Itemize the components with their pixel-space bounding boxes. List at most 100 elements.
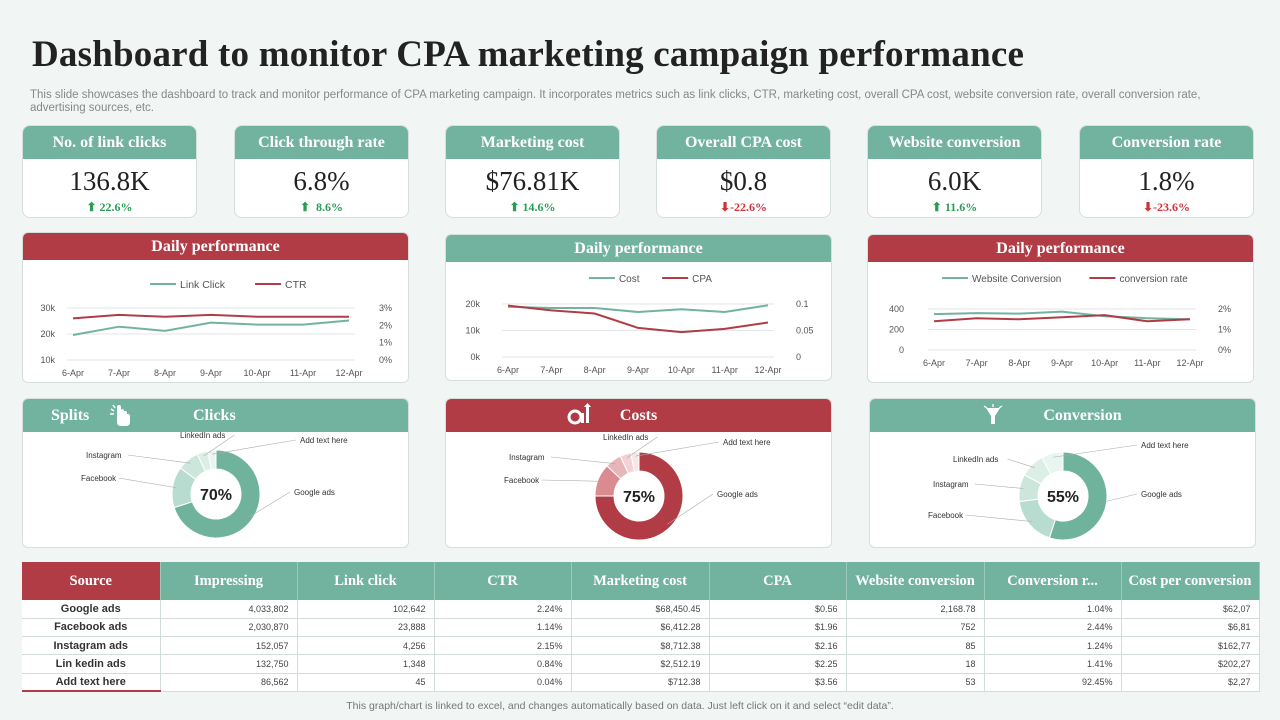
table-cell: $202,27: [1121, 654, 1260, 674]
y2-tick-label: 0.1: [796, 299, 809, 309]
x-tick-label: 6-Apr: [497, 365, 519, 375]
pie-slice-google-ads: [1048, 451, 1108, 541]
donut-chart-clicks: 70% Google ads Facebook Instagram LinkedIn a…: [81, 432, 348, 539]
kpi-change-value: -22.6%: [730, 200, 768, 214]
kpi-overall-cpa-cost: Overall CPA cost $0.8 ⬇-22.6%: [656, 125, 831, 218]
footer-note: This graph/chart is linked to excel, and…: [346, 700, 894, 712]
leader-line: [248, 491, 291, 518]
leader-line: [1007, 458, 1035, 469]
line-chart-conversion: Website Conversion conversion rate 400 200 0…: [889, 274, 1231, 368]
y-tick-label: 400: [889, 304, 904, 314]
x-tick-label: 9-Apr: [200, 368, 222, 378]
x-tick-label: 10-Apr: [668, 365, 695, 375]
kpi-change: ⬆ 11.6%: [868, 200, 1041, 215]
kpi-label: Website conversion: [868, 126, 1041, 159]
pie-label: Facebook: [504, 476, 540, 485]
column-header[interactable]: Website conversion: [846, 562, 985, 600]
x-tick-label: 9-Apr: [1051, 358, 1073, 368]
y2-tick-label: 0.05: [796, 326, 814, 336]
x-tick-label: 8-Apr: [1008, 358, 1030, 368]
table-cell: 1,348: [297, 654, 435, 674]
column-header[interactable]: CTR: [434, 562, 572, 600]
table-cell: $3.56: [709, 673, 847, 692]
funnel-icon: [983, 404, 1003, 424]
x-tick-label: 8-Apr: [154, 368, 176, 378]
table-cell: 86,562: [160, 673, 298, 692]
daily-performance-clicks-panel: Daily performance Link Click CTR 30k 20k 10k…: [22, 232, 409, 383]
x-tick-label: 12-Apr: [754, 365, 781, 375]
x-tick-label: 10-Apr: [1091, 358, 1118, 368]
table-cell: 752: [846, 618, 985, 638]
kpi-click-through-rate: Click through rate 6.8% ⬆ 8.6%: [234, 125, 409, 218]
legend-label: Website Conversion: [972, 274, 1061, 285]
kpi-label: Marketing cost: [446, 126, 619, 159]
y2-tick-label: 0%: [1218, 345, 1231, 355]
pie-label: Google ads: [1141, 490, 1182, 499]
table-cell: $712.38: [571, 673, 710, 692]
panel-title: Daily performance: [868, 235, 1253, 262]
table-cell: 2.24%: [434, 600, 572, 619]
table-cell: 18: [846, 654, 985, 674]
legend-label: CPA: [692, 274, 712, 285]
pie-label: Instagram: [86, 451, 122, 460]
pie-label: Facebook: [928, 511, 964, 520]
pie-label: Facebook: [81, 474, 117, 483]
panel-header: Splits Clicks: [23, 399, 408, 432]
table-cell: Instagram ads: [22, 636, 161, 656]
splits-label: Splits: [51, 407, 90, 424]
x-tick-label: 10-Apr: [243, 368, 270, 378]
daily-performance-cost-panel: Daily performance Cost CPA 20k 10k 0k 0.1 0.05…: [445, 234, 832, 381]
panel-header: Costs: [446, 399, 831, 432]
clicks-split-panel: Splits Clicks 70% Google ads Facebook Insta…: [22, 398, 409, 548]
arrow-down-icon: ⬇: [719, 200, 731, 214]
column-header[interactable]: Cost per conversion: [1121, 562, 1260, 600]
x-tick-label: 11-Apr: [711, 365, 737, 375]
daily-performance-conversion-panel: Daily performance Website Conversion conv…: [867, 234, 1254, 383]
kpi-website-conversion: Website conversion 6.0K ⬆ 11.6%: [867, 125, 1042, 218]
donut-center-label: 75%: [623, 489, 655, 506]
kpi-value: 1.8%: [1138, 166, 1195, 196]
pie-label: LinkedIn ads: [953, 455, 998, 464]
table-cell: $62,07: [1121, 600, 1260, 619]
pie-label: Add text here: [300, 436, 348, 445]
panel-title: Daily performance: [446, 235, 831, 262]
table-cell: $1.96: [709, 618, 847, 638]
hand-click-icon: [110, 404, 130, 426]
table-cell: 85: [846, 636, 985, 656]
series-line-link-click: [72, 319, 350, 336]
y-tick-label: 10k: [40, 355, 55, 365]
table-cell: 92.45%: [984, 673, 1122, 692]
pie-label: Instagram: [509, 453, 545, 462]
table-row: Facebook ads 2,030,870 23,888 1.14% $6,412.2…: [22, 618, 1260, 638]
table-cell: 2,030,870: [160, 618, 298, 638]
kpi-label: Click through rate: [235, 126, 408, 159]
page-description: This slide showcases the dashboard to tr…: [30, 89, 1201, 114]
table-cell: 1.24%: [984, 636, 1122, 656]
x-tick-label: 7-Apr: [966, 358, 988, 368]
leader-line: [203, 434, 235, 457]
arrow-up-icon: ⬆: [509, 200, 520, 214]
column-header[interactable]: Conversion r...: [984, 562, 1122, 600]
kpi-value: $0.8: [719, 166, 768, 196]
table-cell: 2,168.78: [846, 600, 985, 619]
kpi-change-value: 14.6%: [522, 200, 556, 214]
kpi-value: $76.81K: [485, 166, 580, 196]
legend-label: Cost: [619, 274, 640, 285]
y-tick-label: 20k: [40, 329, 55, 339]
column-header[interactable]: Marketing cost: [571, 562, 710, 600]
x-tick-label: 12-Apr: [1176, 358, 1203, 368]
column-header[interactable]: Impressing: [160, 562, 298, 600]
kpi-label: Conversion rate: [1080, 126, 1253, 159]
donut-center-label: 70%: [200, 487, 232, 504]
table-cell: 4,033,802: [160, 600, 298, 619]
table-cell: Add text here: [22, 673, 161, 693]
column-header[interactable]: Source: [22, 562, 161, 600]
table-cell: 1.14%: [434, 618, 572, 638]
y2-tick-label: 3%: [379, 303, 392, 313]
kpi-change: ⬇-22.6%: [657, 200, 830, 215]
table-cell: 0.04%: [434, 673, 572, 692]
y2-tick-label: 0%: [379, 355, 392, 365]
table-cell: 1.41%: [984, 654, 1122, 674]
column-header[interactable]: Link click: [297, 562, 435, 600]
column-header[interactable]: CPA: [709, 562, 847, 600]
